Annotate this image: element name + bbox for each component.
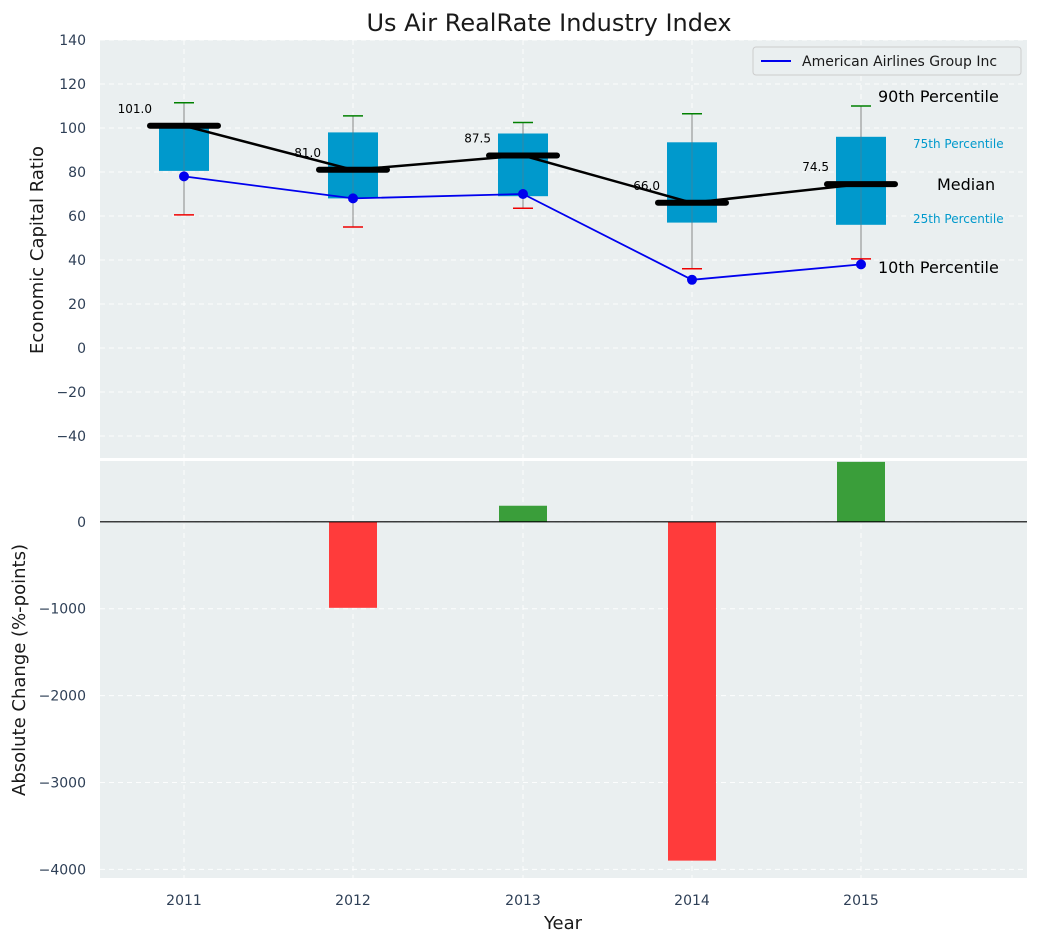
company-point-2014 xyxy=(687,274,697,285)
x-tick-label-2012: 2012 xyxy=(335,893,371,909)
median-line-group xyxy=(183,124,862,205)
box-2015 xyxy=(824,105,898,260)
top-plot-area xyxy=(100,40,1027,458)
legend: American Airlines Group Inc xyxy=(752,46,1022,76)
annotation-p90: 90th Percentile xyxy=(878,87,999,106)
top-y-tick-label: −20 xyxy=(56,385,86,401)
x-ticks: 2011 2012 2013 2014 2015 xyxy=(166,893,879,909)
top-y-tick-label: −40 xyxy=(56,429,86,445)
x-tick-label-2015: 2015 xyxy=(843,893,879,909)
change-bar-2012 xyxy=(329,521,377,608)
top-y-tick-label: 120 xyxy=(59,77,86,93)
change-bars xyxy=(329,461,885,861)
x-tick-label-2014: 2014 xyxy=(674,893,710,909)
bottom-y-tick-label: −2000 xyxy=(39,689,86,705)
box-2014 xyxy=(655,112,729,270)
x-tick-label-2011: 2011 xyxy=(166,893,202,909)
bottom-y-tick-label: −3000 xyxy=(39,775,86,791)
bottom-y-ticks: 0 −1000 −2000 −3000 −4000 xyxy=(39,515,86,879)
change-bar-2014 xyxy=(668,521,716,861)
x-axis-label: Year xyxy=(543,913,583,934)
annotation-p25: 25th Percentile xyxy=(913,212,1004,226)
median-label-2014: 66.0 xyxy=(633,179,660,193)
top-y-axis-label: Economic Capital Ratio xyxy=(27,146,48,354)
annotation-p75: 75th Percentile xyxy=(913,137,1004,151)
x-tick-label-2013: 2013 xyxy=(505,893,541,909)
chart-title: Us Air RealRate Industry Index xyxy=(366,9,731,37)
company-point-2011 xyxy=(179,171,189,182)
top-y-tick-label: 60 xyxy=(68,209,86,225)
top-y-ticks: 140 120 100 80 60 40 20 0 −20 −40 xyxy=(56,33,86,445)
top-y-tick-label: 100 xyxy=(59,121,86,137)
company-point-2015 xyxy=(856,259,866,270)
median-trend-line xyxy=(183,124,862,205)
top-y-tick-label: 140 xyxy=(59,33,86,49)
median-labels: 101.0 81.0 87.5 66.0 74.5 xyxy=(118,102,829,193)
bottom-y-tick-label: −4000 xyxy=(39,862,86,878)
top-y-tick-label: 40 xyxy=(68,253,86,269)
median-label-2013: 87.5 xyxy=(464,132,491,146)
bottom-plot-area xyxy=(100,461,1027,878)
bottom-y-tick-label: 0 xyxy=(77,515,86,531)
change-bar-2013 xyxy=(499,505,547,522)
box-plots xyxy=(147,101,898,270)
company-point-2012 xyxy=(348,193,358,204)
legend-box xyxy=(752,46,1022,76)
legend-label-company: American Airlines Group Inc xyxy=(802,54,997,70)
top-y-tick-label: 20 xyxy=(68,297,86,313)
change-bar-2015 xyxy=(837,461,885,522)
bottom-y-tick-label: −1000 xyxy=(39,602,86,618)
top-y-tick-label: 0 xyxy=(77,341,86,357)
company-series-group xyxy=(179,171,866,285)
top-y-tick-label: 80 xyxy=(68,165,86,181)
median-label-2012: 81.0 xyxy=(294,146,321,160)
annotation-median: Median xyxy=(937,175,995,194)
median-label-2011: 101.0 xyxy=(118,102,152,116)
annotation-p10: 10th Percentile xyxy=(878,258,999,277)
median-label-2015: 74.5 xyxy=(802,160,829,174)
company-point-2013 xyxy=(518,189,528,199)
bottom-y-axis-label: Absolute Change (%-points) xyxy=(9,544,30,796)
